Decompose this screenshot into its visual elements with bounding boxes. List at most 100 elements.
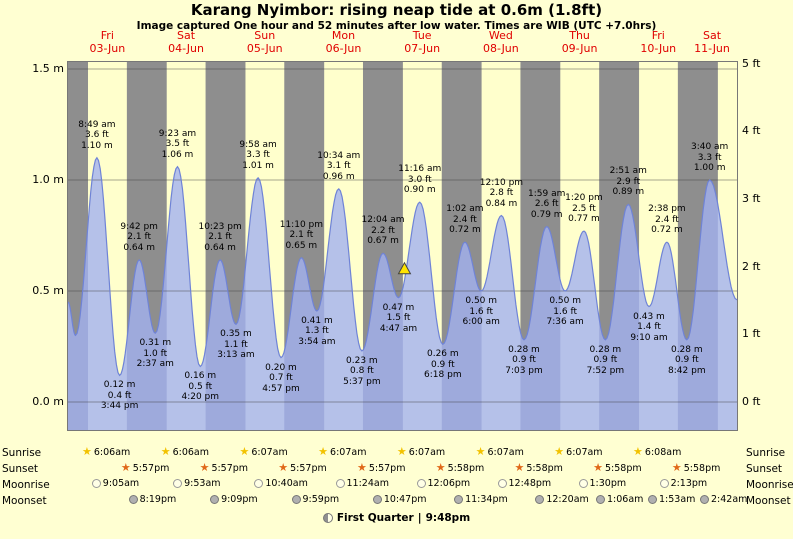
first-quarter-moon-icon bbox=[322, 513, 333, 523]
y-axis-label-ft: 5 ft bbox=[742, 56, 761, 70]
tide-annotations-layer: 8:49 am 3.6 ft 1.10 m 0.12 m 0.4 ft 3:44 pm 9:… bbox=[68, 62, 737, 430]
moonset-icon bbox=[648, 495, 657, 504]
tide-high-label: 8:49 am 3.6 ft 1.10 m bbox=[78, 119, 116, 151]
day-label: Sat 11-Jun bbox=[694, 29, 730, 55]
moon-phase-time: 9:48pm bbox=[425, 512, 471, 524]
moonset-label-right: Moonset bbox=[746, 495, 791, 507]
moonrise-time: 1:30pm bbox=[589, 478, 627, 489]
y-axis-label-m: 1.0 m bbox=[32, 173, 64, 186]
y-axis-label-ft: 1 ft bbox=[742, 327, 761, 341]
sunset-icon: ★ bbox=[593, 461, 604, 474]
day-label: Thu 09-Jun bbox=[561, 29, 598, 55]
y-axis-label-ft: 2 ft bbox=[742, 259, 761, 273]
day-label: Sat 04-Jun bbox=[168, 29, 204, 55]
moonrise-icon bbox=[497, 479, 507, 488]
sunset-time: 5:57pm bbox=[211, 462, 249, 474]
moonset-event: 1:53am bbox=[648, 494, 695, 505]
sunset-time: 5:58pm bbox=[683, 462, 721, 474]
sunset-event: ★ 5:58pm bbox=[672, 462, 721, 474]
sunset-time: 5:57pm bbox=[368, 462, 406, 474]
moonrise-event: 10:40am bbox=[254, 478, 308, 489]
sunrise-label-left: Sunrise bbox=[2, 447, 42, 459]
sunset-event: ★ 5:57pm bbox=[278, 462, 327, 474]
moonset-icon bbox=[372, 495, 382, 504]
moonrise-event: 1:30pm bbox=[578, 478, 627, 489]
moonrise-icon bbox=[335, 479, 345, 488]
sunset-icon: ★ bbox=[356, 461, 367, 474]
tide-low-label: 0.50 m 1.6 ft 6:00 am bbox=[462, 296, 500, 327]
sunset-icon: ★ bbox=[120, 461, 131, 474]
sunset-event: ★ 5:57pm bbox=[357, 462, 406, 474]
moon-phase-row: First Quarter | 9:48pm bbox=[0, 512, 793, 524]
day-label: Fri 10-Jun bbox=[640, 29, 677, 55]
sunset-label-left: Sunset bbox=[2, 463, 39, 475]
y-axis-label-ft: 3 ft bbox=[742, 192, 761, 205]
tide-high-label: 12:10 pm 2.8 ft 0.84 m bbox=[479, 177, 524, 209]
moonrise-icon bbox=[91, 479, 101, 488]
sunrise-icon: ★ bbox=[633, 445, 643, 458]
sunrise-icon: ★ bbox=[82, 445, 92, 458]
tide-high-label: 9:58 am 3.3 ft 1.01 m bbox=[239, 139, 277, 171]
moonset-time: 2:42am bbox=[711, 494, 748, 505]
sunset-time: 5:58pm bbox=[526, 462, 563, 474]
sunrise-event: ★ 6:07am bbox=[554, 446, 602, 458]
moonrise-time: 12:06pm bbox=[427, 478, 471, 489]
tide-high-label: 10:34 am 3.1 ft 0.96 m bbox=[317, 150, 361, 182]
moonrise-time: 12:48pm bbox=[508, 478, 552, 489]
tide-low-label: 0.47 m 1.5 ft 4:47 am bbox=[379, 302, 418, 334]
sunrise-event: ★ 6:07am bbox=[397, 446, 445, 458]
tide-low-label: 0.26 m 0.9 ft 6:18 pm bbox=[424, 349, 462, 381]
moonrise-time: 2:13pm bbox=[670, 478, 708, 489]
sunrise-time: 6:06am bbox=[172, 446, 209, 458]
sunset-event: ★ 5:58pm bbox=[593, 462, 642, 474]
moonrise-icon bbox=[173, 479, 183, 488]
moonrise-row: Moonrise Moonrise 9:05am 9:53am 10:40am 11:24… bbox=[0, 478, 793, 494]
page-subtitle: Image captured One hour and 52 minutes a… bbox=[136, 20, 657, 32]
moonset-icon bbox=[700, 495, 709, 504]
y-axis-label-ft: 4 ft bbox=[742, 124, 761, 138]
sunrise-row: Sunrise Sunrise ★ 6:06am ★ 6:06am ★ 6:07am ★ 6:07… bbox=[0, 446, 793, 462]
moonset-event: 8:19pm bbox=[128, 494, 176, 505]
sunset-icon: ★ bbox=[435, 461, 446, 474]
moonset-time: 1:53am bbox=[659, 494, 696, 505]
sunrise-time: 6:07am bbox=[566, 446, 603, 458]
moonset-event: 9:09pm bbox=[210, 494, 258, 505]
moonset-row: Moonset Moonset 8:19pm 9:09pm 9:59pm 10:47pm 1… bbox=[0, 494, 793, 510]
moonrise-event: 12:48pm bbox=[497, 478, 552, 489]
moonrise-event: 11:24am bbox=[335, 478, 389, 489]
tide-low-label: 0.28 m 0.9 ft 7:52 pm bbox=[586, 344, 625, 376]
moonset-event: 11:34pm bbox=[454, 494, 508, 505]
sunrise-icon: ★ bbox=[554, 445, 565, 458]
moonset-time: 10:47pm bbox=[383, 494, 427, 505]
moonrise-time: 11:24am bbox=[346, 478, 389, 489]
sunset-event: ★ 5:57pm bbox=[121, 462, 170, 474]
tide-low-label: 0.28 m 0.9 ft 8:42 pm bbox=[668, 344, 706, 376]
moonset-time: 9:59pm bbox=[302, 494, 340, 505]
tide-high-label: 9:23 am 3.5 ft 1.06 m bbox=[158, 128, 197, 160]
tide-high-label: 3:40 am 3.3 ft 1.00 m bbox=[690, 142, 729, 173]
moonset-event: 12:20am bbox=[535, 494, 589, 505]
y-axis-label-m: 0.0 m bbox=[32, 395, 64, 408]
sunrise-icon: ★ bbox=[239, 445, 250, 458]
tide-low-label: 0.41 m 1.3 ft 3:54 am bbox=[298, 315, 336, 347]
moon-phase-name: First Quarter bbox=[336, 512, 414, 524]
tide-high-label: 12:04 am 2.2 ft 0.67 m bbox=[361, 215, 405, 247]
tide-low-label: 0.50 m 1.6 ft 7:36 am bbox=[546, 296, 584, 327]
moonset-icon bbox=[291, 495, 301, 504]
moonrise-icon bbox=[659, 479, 669, 488]
sunset-icon: ★ bbox=[671, 461, 682, 474]
tide-low-label: 0.20 m 0.7 ft 4:57 pm bbox=[262, 362, 300, 394]
tide-high-label: 11:10 pm 2.1 ft 0.65 m bbox=[279, 219, 324, 251]
moonrise-time: 9:05am bbox=[102, 478, 140, 489]
day-label: Mon 06-Jun bbox=[325, 29, 362, 55]
tide-low-label: 0.43 m 1.4 ft 9:10 am bbox=[630, 311, 668, 343]
moonset-icon bbox=[596, 495, 605, 504]
moonrise-icon bbox=[578, 479, 588, 488]
tide-low-label: 0.16 m 0.5 ft 4:20 pm bbox=[181, 371, 220, 403]
moonrise-event: 9:05am bbox=[91, 478, 140, 489]
tide-curve-svg bbox=[68, 62, 737, 430]
day-label: Sun 05-Jun bbox=[246, 29, 283, 55]
moonrise-label-right: Moonrise bbox=[746, 479, 793, 491]
page-title: Karang Nyimbor: rising neap tide at 0.6m… bbox=[190, 1, 603, 19]
